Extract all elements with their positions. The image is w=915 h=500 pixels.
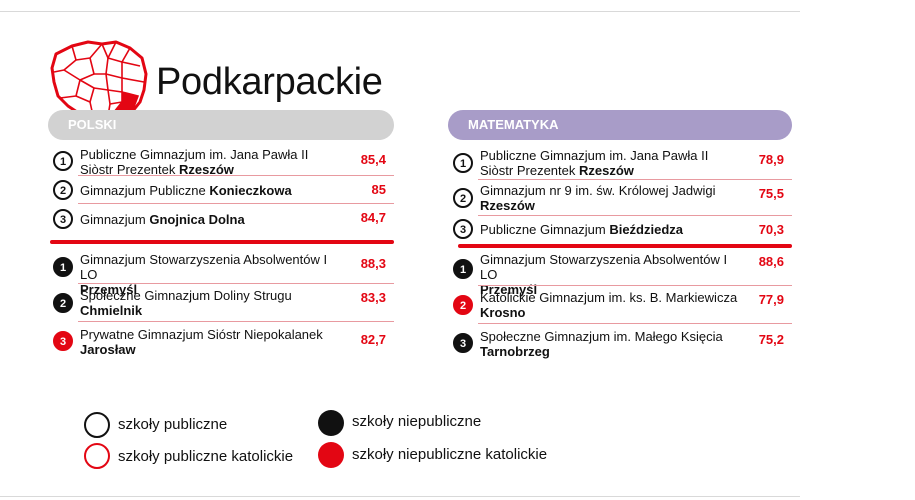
- school-name: Gimnazjum nr 9 im. św. Królowej Jadwigi R…: [480, 183, 716, 213]
- score-value: 85: [371, 182, 386, 197]
- rank-badge: 3: [453, 333, 473, 353]
- school-name: Prywatne Gimnazjum Sióstr Niepokalanek Ja…: [80, 327, 323, 357]
- score-value: 85,4: [360, 152, 386, 167]
- school-name: Publiczne Gimnazjum im. Jana Pawła II Si…: [480, 148, 709, 178]
- legend-public-catholic-label: szkoły publiczne katolickie: [118, 448, 294, 465]
- list-item: 3 Gimnazjum Gnojnica Dolna 84,7: [48, 204, 394, 234]
- list-item: 3 Publiczne Gimnazjum Bieździedza 70,3: [448, 216, 792, 242]
- row-divider: [78, 203, 394, 204]
- region-map-icon: [50, 40, 148, 122]
- list-item: 2 Gimnazjum Publiczne Konieczkowa 85: [48, 176, 394, 204]
- matematyka-header: MATEMATYKA: [448, 110, 792, 140]
- score-value: 84,7: [360, 210, 386, 225]
- score-value: 88,6: [758, 254, 784, 269]
- score-value: 77,9: [758, 292, 784, 307]
- school-name: Gimnazjum Publiczne Konieczkowa: [80, 182, 292, 198]
- legend-nonpublic-catholic-swatch: [318, 442, 344, 468]
- list-item: 3 Prywatne Gimnazjum Sióstr Niepokalanek…: [48, 322, 394, 360]
- rank-badge: 1: [53, 151, 73, 171]
- rank-badge: 3: [453, 219, 473, 239]
- list-item: 2 Społeczne Gimnazjum Doliny Strugu Chmie…: [48, 284, 394, 322]
- list-item: 2 Gimnazjum nr 9 im. św. Królowej Jadwig…: [448, 180, 792, 216]
- school-name: Publiczne Gimnazjum im. Jana Pawła II Si…: [80, 147, 309, 177]
- list-item: 1 Publiczne Gimnazjum im. Jana Pawła II …: [448, 146, 792, 180]
- school-name: Gimnazjum Stowarzyszenia Absolwentów I L…: [480, 252, 728, 297]
- section-divider: [458, 244, 792, 248]
- row-divider: [478, 179, 792, 180]
- score-value: 88,3: [360, 256, 386, 271]
- list-item: 1 Gimnazjum Stowarzyszenia Absolwentów I…: [448, 252, 792, 297]
- school-name: Gimnazjum Stowarzyszenia Absolwentów I L…: [80, 252, 328, 297]
- score-value: 78,9: [758, 152, 784, 167]
- page-title: Podkarpackie: [156, 61, 383, 103]
- row-divider: [78, 175, 394, 176]
- list-item: 1 Publiczne Gimnazjum im. Jana Pawła II …: [48, 146, 394, 177]
- school-name: Społeczne Gimnazjum im. Małego Księcia Ta…: [480, 329, 723, 359]
- section-divider: [50, 240, 394, 244]
- score-value: 83,3: [360, 290, 386, 305]
- rank-badge: 1: [53, 257, 73, 277]
- school-name: Katolickie Gimnazjum im. ks. B. Markiewi…: [480, 290, 738, 320]
- legend-nonpublic-swatch: [318, 410, 344, 436]
- row-divider: [478, 285, 792, 286]
- legend-nonpublic-label: szkoły niepubliczne: [352, 413, 482, 430]
- rank-badge: 2: [453, 188, 473, 208]
- score-value: 75,2: [758, 332, 784, 347]
- list-item: 1 Gimnazjum Stowarzyszenia Absolwentów I…: [48, 250, 394, 297]
- legend-public-catholic-swatch: [84, 443, 110, 469]
- rank-badge: 3: [53, 209, 73, 229]
- rank-badge: 1: [453, 259, 473, 279]
- list-item: 2 Katolickie Gimnazjum im. ks. B. Markie…: [448, 286, 792, 324]
- polski-column: POLSKI 1 Publiczne Gimnazjum im. Jana Pa…: [48, 110, 394, 360]
- score-value: 75,5: [758, 186, 784, 201]
- rank-badge: 3: [53, 331, 73, 351]
- bottom-divider: [0, 496, 800, 497]
- matematyka-column: MATEMATYKA 1 Publiczne Gimnazjum im. Jan…: [448, 110, 792, 362]
- polski-header: POLSKI: [48, 110, 394, 140]
- top-divider: [0, 11, 800, 12]
- legend-public-swatch: [84, 412, 110, 438]
- rank-badge: 2: [53, 180, 73, 200]
- school-name: Publiczne Gimnazjum Bieździedza: [480, 221, 684, 237]
- school-name: Gimnazjum Gnojnica Dolna: [80, 211, 245, 227]
- legend-nonpublic-catholic-label: szkoły niepubliczne katolickie: [352, 446, 548, 463]
- row-divider: [78, 283, 394, 284]
- school-name: Społeczne Gimnazjum Doliny Strugu Chmieln…: [80, 288, 292, 318]
- row-divider: [478, 215, 792, 216]
- row-divider: [478, 323, 792, 324]
- legend-public-label: szkoły publiczne: [118, 416, 228, 433]
- row-divider: [78, 321, 394, 322]
- score-value: 70,3: [758, 222, 784, 237]
- rank-badge: 2: [53, 293, 73, 313]
- rank-badge: 1: [453, 153, 473, 173]
- score-value: 82,7: [360, 332, 386, 347]
- rank-badge: 2: [453, 295, 473, 315]
- list-item: 3 Społeczne Gimnazjum im. Małego Księcia…: [448, 324, 792, 362]
